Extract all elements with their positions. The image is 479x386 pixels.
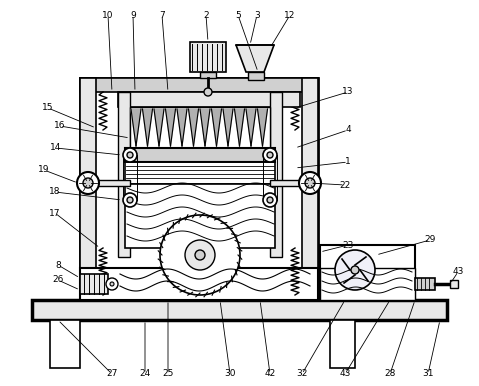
Circle shape	[127, 152, 133, 158]
Circle shape	[267, 152, 273, 158]
Circle shape	[204, 88, 212, 96]
Text: 12: 12	[285, 10, 296, 20]
Text: 43: 43	[452, 267, 464, 276]
Bar	[118, 92, 130, 257]
Text: 27: 27	[106, 369, 118, 379]
Bar	[248, 72, 264, 80]
Text: 30: 30	[224, 369, 236, 379]
Text: 25: 25	[162, 369, 174, 379]
Bar	[80, 78, 96, 300]
Circle shape	[106, 278, 118, 290]
Text: 19: 19	[38, 166, 50, 174]
Bar	[125, 148, 275, 162]
Text: 29: 29	[424, 235, 436, 244]
Circle shape	[123, 193, 137, 207]
Bar	[320, 245, 415, 300]
Polygon shape	[236, 45, 274, 72]
Text: 4: 4	[345, 125, 351, 134]
Bar	[50, 320, 80, 368]
Circle shape	[267, 197, 273, 203]
Text: 5: 5	[235, 10, 241, 20]
Polygon shape	[258, 109, 267, 146]
Bar	[190, 42, 226, 72]
Bar	[80, 78, 318, 300]
Text: 10: 10	[102, 10, 114, 20]
Polygon shape	[235, 109, 244, 146]
Text: 22: 22	[340, 181, 351, 190]
Text: 9: 9	[130, 10, 136, 20]
Circle shape	[127, 197, 133, 203]
Text: 3: 3	[254, 10, 260, 20]
Circle shape	[77, 172, 99, 194]
Polygon shape	[154, 109, 164, 146]
Bar	[125, 162, 275, 184]
Text: 2: 2	[203, 10, 209, 20]
Bar	[200, 72, 216, 78]
Bar	[118, 92, 300, 107]
Circle shape	[263, 148, 277, 162]
Text: 18: 18	[49, 188, 61, 196]
Polygon shape	[177, 109, 187, 146]
Circle shape	[299, 172, 321, 194]
Circle shape	[305, 178, 315, 188]
Polygon shape	[212, 109, 221, 146]
Text: 24: 24	[139, 369, 150, 379]
Bar	[125, 184, 275, 248]
Text: 13: 13	[342, 88, 354, 96]
Circle shape	[195, 250, 205, 260]
Text: 1: 1	[345, 157, 351, 166]
Polygon shape	[142, 109, 152, 146]
Bar	[330, 320, 355, 368]
Text: 26: 26	[52, 276, 64, 284]
Polygon shape	[189, 109, 198, 146]
Text: 43: 43	[339, 369, 351, 379]
Bar	[88, 180, 130, 186]
Bar	[415, 278, 435, 290]
Bar	[130, 107, 270, 148]
Bar	[320, 268, 415, 300]
Circle shape	[123, 148, 137, 162]
Circle shape	[160, 215, 240, 295]
Circle shape	[185, 240, 215, 270]
Text: 32: 32	[297, 369, 308, 379]
Bar	[270, 180, 310, 186]
Polygon shape	[166, 109, 175, 146]
Bar	[450, 280, 458, 288]
Text: 31: 31	[422, 369, 434, 379]
Bar	[80, 268, 318, 300]
Circle shape	[351, 266, 359, 274]
Text: 14: 14	[50, 144, 62, 152]
Text: 15: 15	[42, 103, 54, 112]
Polygon shape	[246, 109, 256, 146]
Text: 42: 42	[264, 369, 275, 379]
Text: 16: 16	[54, 122, 66, 130]
Circle shape	[110, 282, 114, 286]
Circle shape	[335, 250, 375, 290]
Bar	[80, 78, 318, 92]
Circle shape	[83, 178, 93, 188]
Bar	[302, 78, 318, 300]
Text: 8: 8	[55, 261, 61, 269]
Text: 7: 7	[159, 10, 165, 20]
Bar	[32, 300, 447, 320]
Polygon shape	[223, 109, 233, 146]
Text: 23: 23	[342, 240, 354, 249]
Polygon shape	[200, 109, 210, 146]
Polygon shape	[131, 109, 141, 146]
Text: 17: 17	[49, 208, 61, 217]
Bar	[80, 274, 108, 294]
Bar	[270, 92, 282, 257]
Text: 28: 28	[384, 369, 396, 379]
Circle shape	[263, 193, 277, 207]
